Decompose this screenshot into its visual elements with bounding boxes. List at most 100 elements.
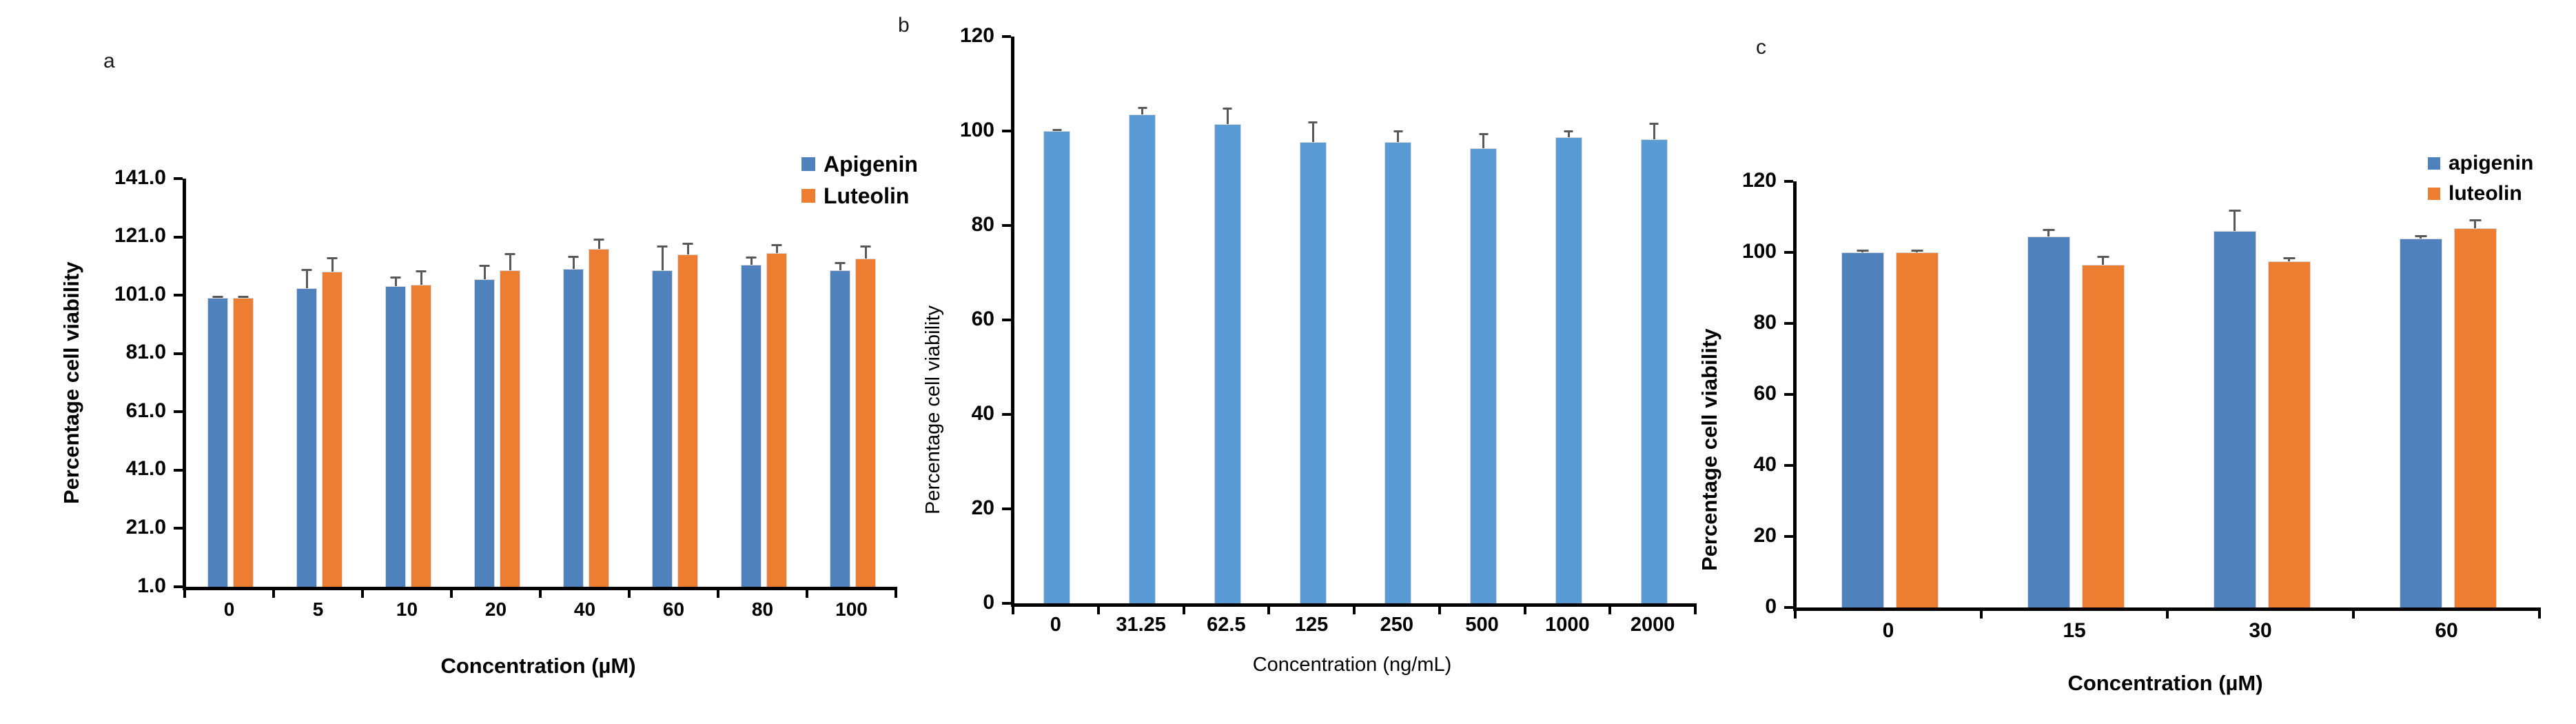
error-bar [568,256,579,270]
y-tick-mark [174,235,183,239]
error-bar [1223,107,1232,124]
error-bar [504,252,515,271]
error-bar-stem [420,270,422,285]
bar-group-31.25 [1129,37,1156,603]
legend-c: apigenin luteolin [2428,153,2533,204]
x-tick-mark [2538,611,2541,619]
bar-group-20 [474,179,495,587]
error-bar-stem [661,245,664,271]
panel-letter-c: c [1756,36,1766,59]
error-bar [212,296,223,299]
y-tick-mark [1784,393,1793,396]
y-tick-mark [1784,180,1793,183]
error-bar-stem [1141,107,1144,115]
y-tick-label: 100 [1741,239,1777,263]
y-tick-mark [1784,322,1793,325]
bar-series [1043,131,1071,603]
error-bar [835,261,846,271]
bar-group-80 [741,179,761,587]
error-bar-stem [775,244,778,253]
error-bar-stem [2047,228,2049,237]
bar-group-20 [500,179,520,587]
legend-marker-Luteolin [801,189,815,203]
bar-Apigenin [741,264,761,587]
plot-area-c [1793,181,2541,611]
x-tick-label: 62.5 [1207,614,1246,636]
x-tick-mark [1794,611,1797,619]
bar-group-1000 [1555,37,1582,603]
x-tick-label: 40 [573,599,596,620]
error-bar [2283,257,2295,261]
bar-group-0 [1841,181,1884,607]
error-bar-stem [686,243,689,254]
bar-luteolin [1895,252,1939,607]
error-bar [2097,256,2109,265]
x-tick-mark [450,590,453,598]
plot-area-b [1011,37,1697,607]
error-bar [1911,250,1923,252]
error-bar-stem [864,245,867,259]
bar-group-100 [855,179,876,587]
legend-label-luteolin: luteolin [2449,182,2522,205]
bar-group-60 [2453,181,2497,607]
bar-group-30 [2267,181,2311,607]
y-tick-mark [1002,319,1011,321]
error-bar [2229,210,2240,232]
x-tick-label: 0 [223,599,235,620]
bar-Luteolin [500,270,520,587]
error-bar [1052,128,1062,131]
error-bar [479,264,490,279]
error-bar [301,269,312,288]
bar-Apigenin [207,298,228,587]
bar-Luteolin [322,272,343,587]
panel-letter-b: b [898,14,910,37]
bar-group-15 [2027,181,2070,607]
error-bar [1564,130,1573,137]
x-tick-label: 125 [1294,614,1329,636]
legend-item-Apigenin: Apigenin [801,153,918,175]
bar-Apigenin [563,269,584,587]
error-bar [593,238,604,249]
bar-group-0 [1043,37,1071,603]
error-bar [2469,219,2481,228]
y-tick-mark [1002,224,1011,227]
bar-group-62.5 [1214,37,1241,603]
y-tick-label: 61.0 [125,399,166,422]
x-tick-mark [1694,607,1697,614]
error-bar-stem [242,296,245,299]
x-tick-label: 60 [2435,619,2458,642]
x-tick-mark [539,590,542,598]
x-tick-label: 15 [2063,619,2086,642]
error-bar [327,257,338,272]
error-bar-stem [394,276,397,287]
error-bar-stem [2420,235,2422,239]
bar-group-5 [296,179,317,587]
error-bar-stem [1226,107,1229,124]
bar-group-60 [2399,181,2442,607]
bar-group-5 [322,179,343,587]
bar-group-0 [207,179,228,587]
error-bar [1138,107,1147,115]
error-bar [860,245,871,259]
error-bar-stem [2474,219,2476,228]
bar-group-500 [1470,37,1497,603]
x-tick-mark [1980,611,1983,619]
legend-label-Luteolin: Luteolin [824,183,910,208]
x-tick-mark [806,590,808,598]
bar-luteolin [2081,265,2125,607]
y-tick-mark [174,177,183,180]
x-tick-mark [1012,607,1014,614]
x-tick-label: 80 [751,599,774,620]
bar-group-30 [2213,181,2256,607]
y-tick-label: 0 [983,590,994,614]
x-tick-mark [717,590,719,598]
bar-series [1299,141,1327,603]
bar-series [1129,114,1156,603]
error-bar-stem [1482,133,1485,149]
error-bar-stem [1311,121,1314,142]
y-tick-label: 81.0 [125,341,166,364]
bar-Luteolin [677,254,698,587]
x-axis-title-a: Concentration (µM) [440,654,636,678]
bar-group-10 [385,179,406,587]
x-tick-label: 2000 [1630,614,1675,636]
